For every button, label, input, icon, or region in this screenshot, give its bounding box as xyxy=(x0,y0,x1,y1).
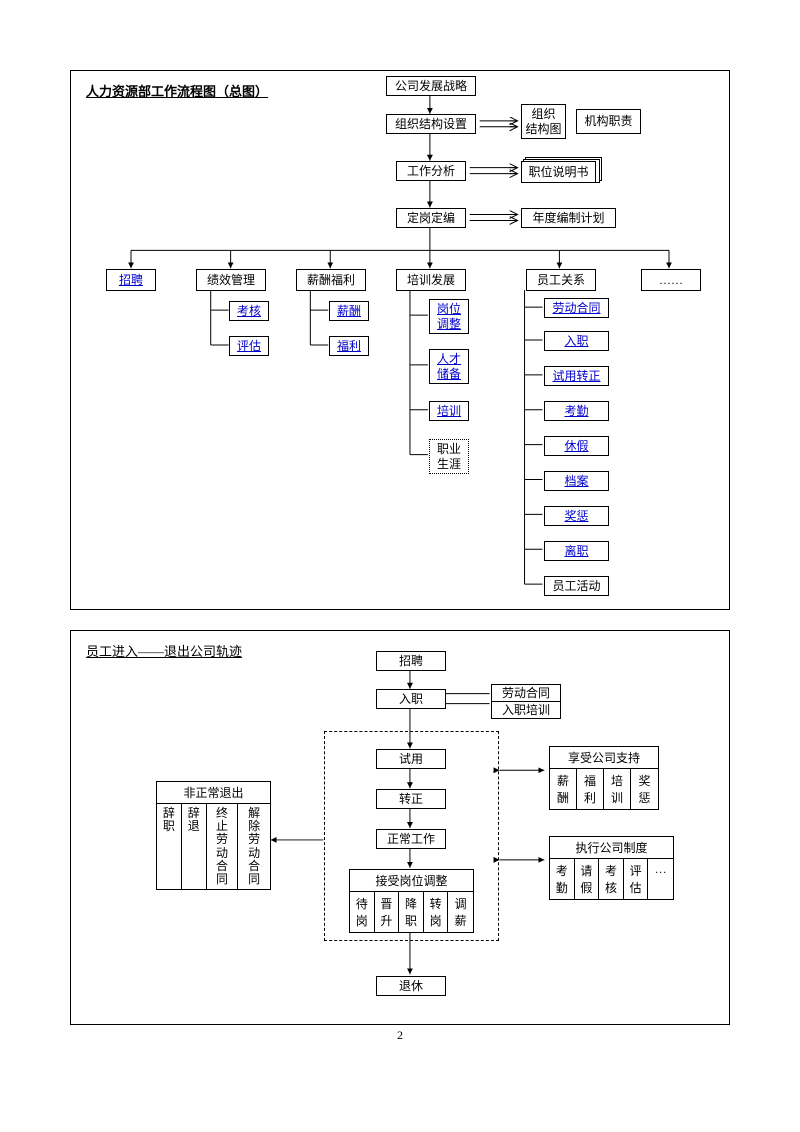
node2-work: 正常工作 xyxy=(376,829,446,849)
node-training[interactable]: 培训 xyxy=(429,401,469,421)
node-career: 职业 生涯 xyxy=(429,439,469,474)
node-recruit[interactable]: 招聘 xyxy=(106,269,156,291)
node-job-adjust[interactable]: 岗位 调整 xyxy=(429,299,469,334)
node-eval[interactable]: 评估 xyxy=(229,336,269,356)
node-attendance[interactable]: 考勤 xyxy=(544,401,609,421)
job-change-row: 待 岗 晋 升 降 职 转 岗 调 薪 xyxy=(350,892,473,932)
node-org-setup: 组织结构设置 xyxy=(386,114,476,134)
node-org-chart: 组织 结构图 xyxy=(521,104,566,139)
diagram2-title: 员工进入——退出公司轨迹 xyxy=(86,641,242,660)
page-number: 2 xyxy=(70,1028,730,1043)
group-company-rules: 执行公司制度 考 勤 请 假 考 核 评 估 … xyxy=(549,836,674,900)
node-job-spec: 职位说明书 xyxy=(521,161,596,183)
node-reward[interactable]: 奖惩 xyxy=(544,506,609,526)
node2-regular: 转正 xyxy=(376,789,446,809)
node-labor-contract[interactable]: 劳动合同 xyxy=(544,298,609,318)
node-job-analysis: 工作分析 xyxy=(396,161,466,181)
diagram-hr-flowchart: 人力资源部工作流程图（总图） xyxy=(70,70,730,610)
node-train: 培训发展 xyxy=(396,269,466,291)
node-welfare[interactable]: 福利 xyxy=(329,336,369,356)
node2-contract: 劳动合同 xyxy=(491,684,561,702)
diagram1-title: 人力资源部工作流程图（总图） xyxy=(86,81,268,100)
node-assess[interactable]: 考核 xyxy=(229,301,269,321)
node-probation[interactable]: 试用转正 xyxy=(544,366,609,386)
node2-job-change: 接受岗位调整 待 岗 晋 升 降 职 转 岗 调 薪 xyxy=(349,869,474,933)
node-activity: 员工活动 xyxy=(544,576,609,596)
node-more: …… xyxy=(641,269,701,291)
node-perf: 绩效管理 xyxy=(196,269,266,291)
node2-recruit: 招聘 xyxy=(376,651,446,671)
group-company-support: 享受公司支持 薪 酬 福 利 培 训 奖 惩 xyxy=(549,746,659,810)
node2-retire: 退休 xyxy=(376,976,446,996)
node-salary[interactable]: 薪酬 xyxy=(329,301,369,321)
node-comp: 薪酬福利 xyxy=(296,269,366,291)
diagram-employee-lifecycle: 员工进入——退出公司轨迹 招聘 入职 劳动合同 入职培训 试用 转正 正常工作 … xyxy=(70,630,730,1025)
node-archive[interactable]: 档案 xyxy=(544,471,609,491)
node-annual-plan: 年度编制计划 xyxy=(521,208,616,228)
node-onboard[interactable]: 入职 xyxy=(544,331,609,351)
node2-onboard-train: 入职培训 xyxy=(491,701,561,719)
node-resign[interactable]: 离职 xyxy=(544,541,609,561)
node-strategy: 公司发展战略 xyxy=(386,76,476,96)
node2-onboard: 入职 xyxy=(376,689,446,709)
node2-trial: 试用 xyxy=(376,749,446,769)
connector-lines xyxy=(71,71,729,609)
group-abnormal-exit: 非正常退出 辞 职 辞 退 终 止 劳 动 合 同 解 除 劳 动 合 同 xyxy=(156,781,271,890)
node-org-duty: 机构职责 xyxy=(576,109,641,134)
node-emp-rel: 员工关系 xyxy=(526,269,596,291)
node-talent[interactable]: 人才 储备 xyxy=(429,349,469,384)
node-leave[interactable]: 休假 xyxy=(544,436,609,456)
node-position-plan: 定岗定编 xyxy=(396,208,466,228)
